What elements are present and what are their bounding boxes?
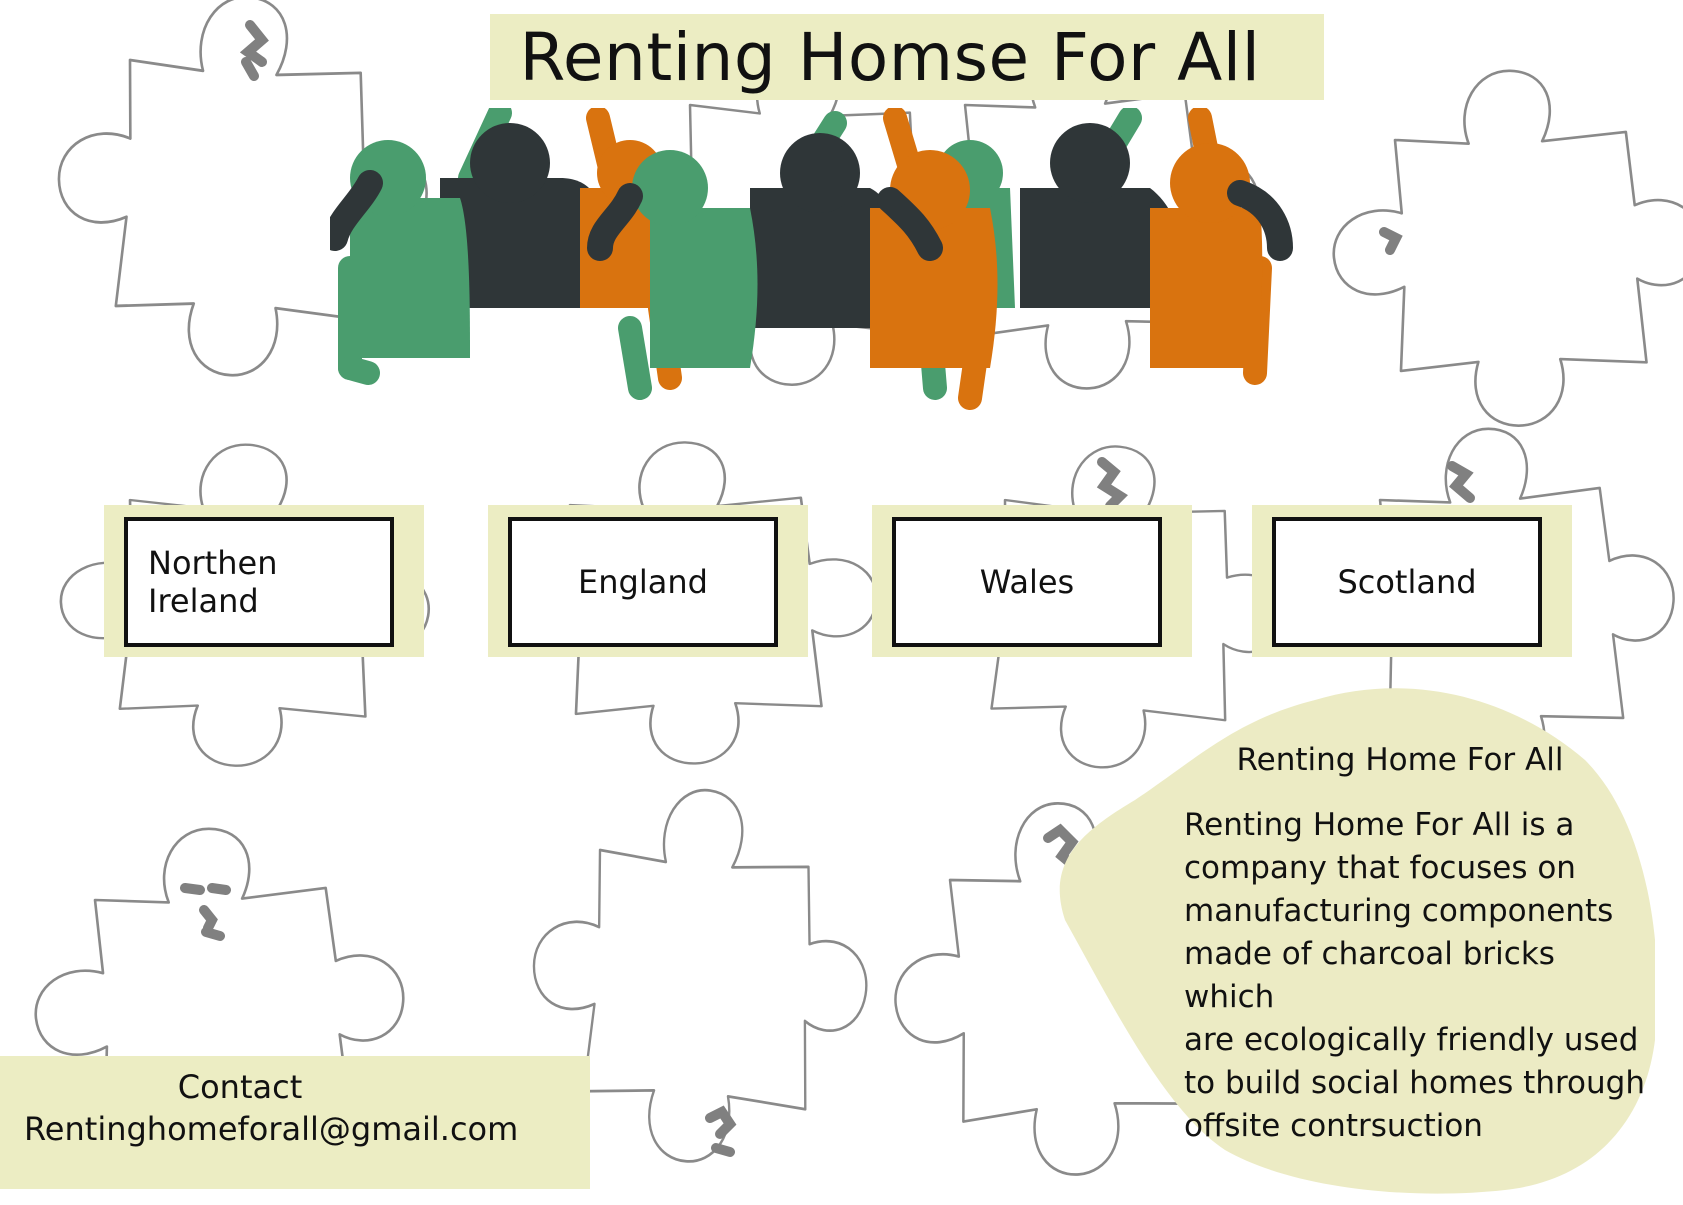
contact-email-link[interactable]: Rentinghomeforall@gmail.com	[24, 1110, 519, 1148]
region-button-england[interactable]: England	[508, 517, 778, 647]
about-title: Renting Home For All	[1236, 742, 1564, 778]
region-card-northern-ireland: Northen Ireland	[104, 505, 424, 657]
contact-banner	[0, 1056, 590, 1189]
region-card-wales: Wales	[872, 505, 1192, 657]
region-button-wales[interactable]: Wales	[892, 517, 1162, 647]
region-label: Scotland	[1337, 563, 1477, 601]
region-label: Wales	[979, 563, 1075, 601]
region-card-scotland: Scotland	[1252, 505, 1572, 657]
about-description: Renting Home For All is a company that f…	[1184, 807, 1645, 1144]
puzzle-mark-icon	[180, 20, 1475, 1157]
title-banner	[490, 14, 1324, 100]
region-card-england: England	[488, 505, 808, 657]
contact-label: Contact	[177, 1068, 303, 1106]
about-blob	[1059, 688, 1655, 1194]
page-title: Renting Homse For All	[519, 18, 1261, 96]
region-button-northern-ireland[interactable]: Northen Ireland	[124, 517, 394, 647]
region-button-scotland[interactable]: Scotland	[1272, 517, 1542, 647]
people-group-icon	[330, 108, 1293, 410]
region-label: Northen Ireland	[148, 544, 278, 620]
region-label: England	[578, 563, 708, 601]
